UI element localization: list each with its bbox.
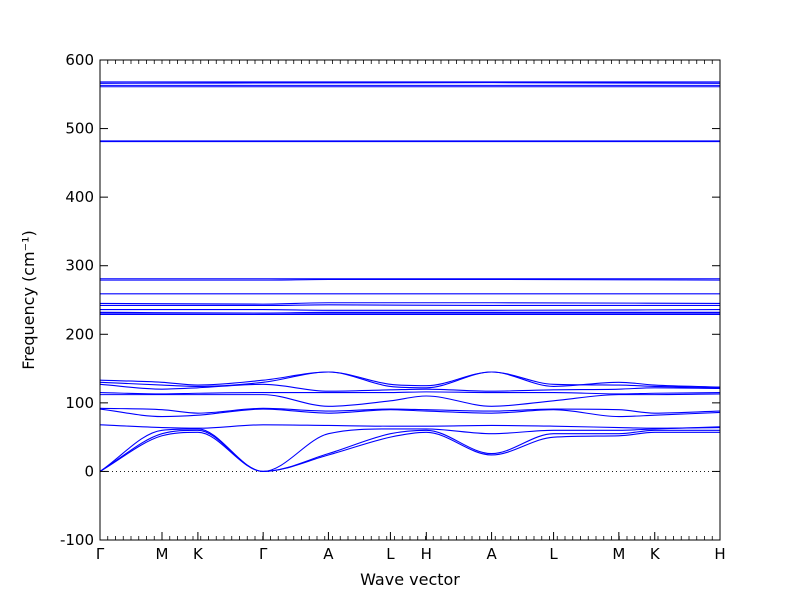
y-tick-label-7: 600 (65, 51, 94, 69)
x-tick-label-0: Γ (96, 545, 105, 563)
band-line-16 (100, 304, 720, 307)
band-line-25 (99, 82, 721, 84)
x-tick-label-2: K (193, 545, 204, 563)
band-line-4 (99, 424, 721, 429)
y-tick-label-0: -100 (60, 531, 94, 549)
band-line-5 (99, 408, 721, 418)
y-tick-label-5: 400 (65, 188, 94, 206)
band-line-10 (99, 371, 721, 389)
x-tick-label-7: A (486, 545, 497, 563)
band-line-15 (99, 309, 721, 311)
band-line-2 (99, 429, 720, 472)
band-line-8 (99, 391, 721, 395)
plot-frame (99, 59, 721, 541)
x-tick-label-1: M (156, 545, 169, 563)
x-tick-label-5: L (386, 545, 395, 563)
y-tick-label-6: 500 (65, 120, 94, 138)
band-line-9 (99, 383, 721, 392)
band-line-7 (100, 393, 721, 407)
y-tick-label-4: 300 (65, 257, 94, 275)
x-tick-label-10: K (650, 545, 661, 563)
plot-background (100, 60, 720, 540)
y-tick-label-1: 0 (84, 462, 94, 480)
x-tick-label-6: H (421, 545, 432, 563)
band-line-17 (99, 302, 721, 305)
band-line-19 (99, 278, 721, 281)
band-line-1 (99, 431, 720, 472)
x-tick-label-9: M (612, 545, 625, 563)
x-tick-label-3: Γ (259, 545, 268, 563)
x-tick-label-8: L (549, 545, 558, 563)
x-tick-label-11: H (714, 545, 725, 563)
band-line-6 (99, 407, 721, 414)
x-axis-title: Wave vector (360, 570, 460, 589)
y-axis-title: Frequency (cm⁻¹) (19, 230, 38, 369)
y-tick-label-2: 100 (65, 394, 94, 412)
band-line-11 (99, 371, 721, 389)
y-tick-label-3: 200 (65, 325, 94, 343)
band-line-3 (99, 426, 721, 472)
x-tick-label-4: A (323, 545, 334, 563)
band-line-14 (99, 311, 720, 314)
